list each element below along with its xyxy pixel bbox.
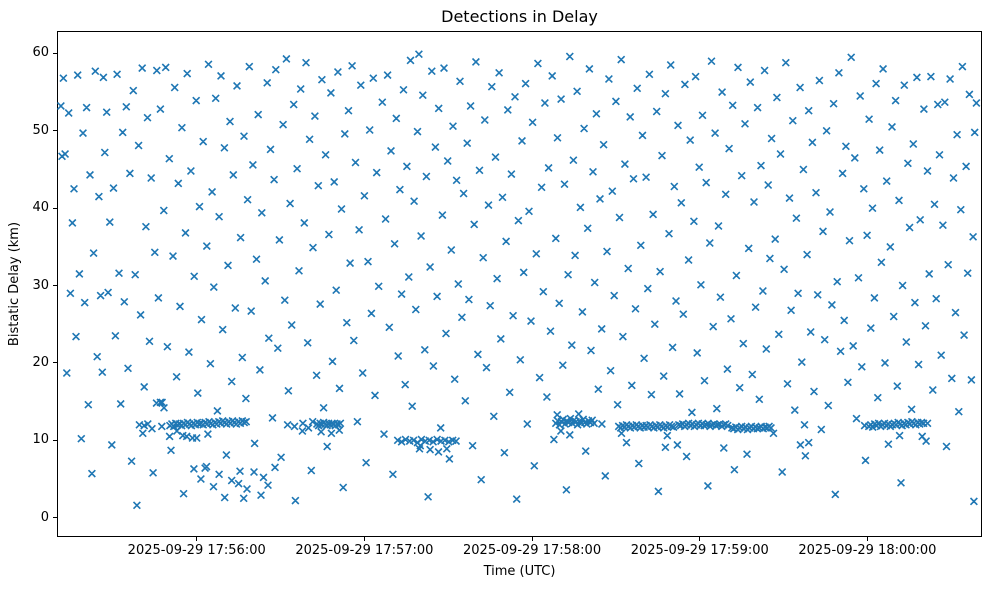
y-tick-mark: [53, 362, 57, 364]
y-tick-label: 30: [32, 277, 49, 293]
y-tick-label: 60: [32, 45, 49, 61]
plot-area: [57, 31, 982, 537]
x-tick-label: 2025-09-29 17:59:00: [630, 543, 769, 558]
y-tick-label: 40: [32, 200, 49, 216]
y-tick-mark: [53, 285, 57, 287]
x-tick-mark: [866, 537, 868, 541]
x-tick-label: 2025-09-29 17:58:00: [463, 543, 602, 558]
y-tick-label: 20: [32, 354, 49, 370]
y-tick-mark: [53, 517, 57, 519]
y-tick-label: 0: [40, 509, 49, 525]
x-tick-label: 2025-09-29 17:56:00: [127, 543, 266, 558]
x-tick-mark: [363, 537, 365, 541]
x-tick-label: 2025-09-29 17:57:00: [295, 543, 434, 558]
chart-title: Detections in Delay: [441, 7, 598, 26]
y-tick-mark: [53, 207, 57, 209]
x-axis-label: Time (UTC): [483, 564, 556, 579]
x-tick-mark: [699, 537, 701, 541]
y-tick-mark: [53, 439, 57, 441]
y-tick-mark: [53, 52, 57, 54]
y-tick-label: 50: [32, 122, 49, 138]
x-tick-mark: [531, 537, 533, 541]
y-tick-label: 10: [32, 432, 49, 448]
y-tick-mark: [53, 130, 57, 132]
x-tick-mark: [196, 537, 198, 541]
x-tick-label: 2025-09-29 18:00:00: [798, 543, 937, 558]
